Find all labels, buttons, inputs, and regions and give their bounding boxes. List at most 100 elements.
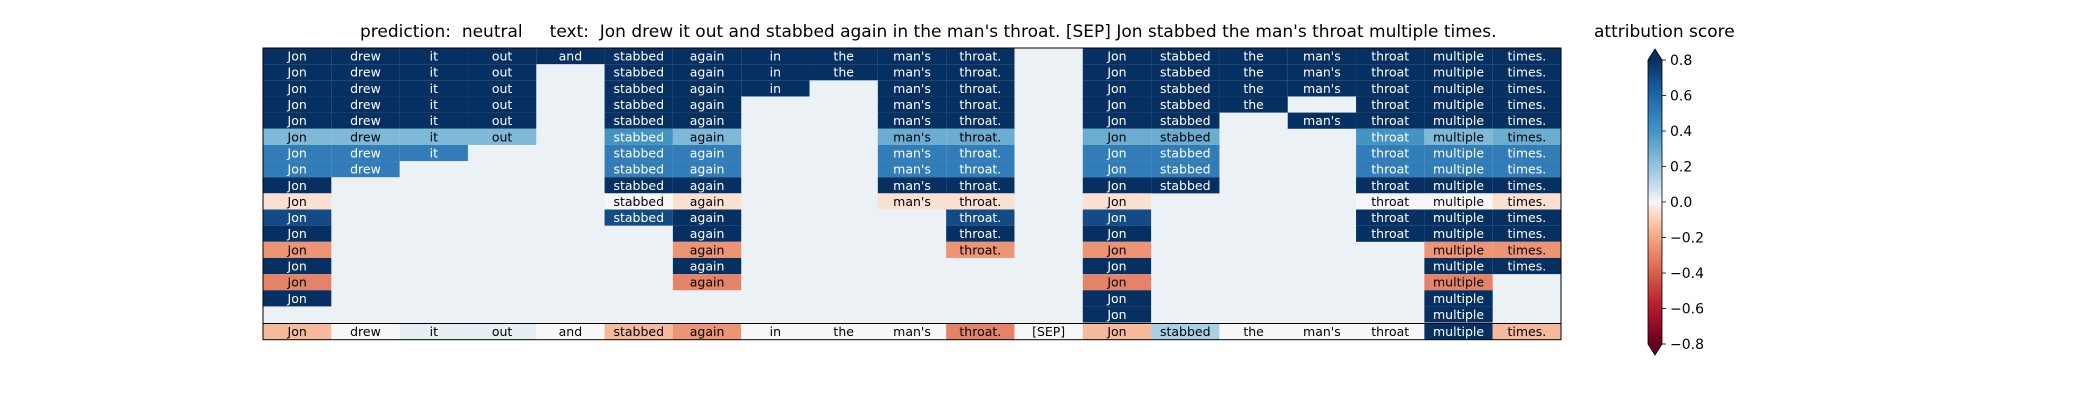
heatmap-cell xyxy=(331,64,400,81)
heatmap-cell xyxy=(604,177,673,194)
cell-token-label: throat xyxy=(1371,49,1409,64)
cell-token-label: times. xyxy=(1507,259,1546,274)
heatmap-cell xyxy=(1082,274,1152,291)
heatmap-cell xyxy=(263,48,332,65)
summary-cell xyxy=(1492,323,1561,340)
summary-cell xyxy=(399,323,468,340)
heatmap-cell xyxy=(604,128,673,145)
heatmap-cell xyxy=(1151,112,1220,129)
heatmap-cell xyxy=(399,48,468,65)
heatmap-cell xyxy=(1356,161,1425,178)
cell-token-label: Jon xyxy=(287,49,307,64)
heatmap-cell xyxy=(1356,112,1425,129)
heatmap-cell xyxy=(1287,48,1357,65)
cell-token-label: stabbed xyxy=(1160,49,1211,64)
cell-token-label: again xyxy=(690,178,725,193)
heatmap-cell xyxy=(672,177,742,194)
cell-token-label: throat. xyxy=(959,210,1001,225)
cell-token-label: multiple xyxy=(1433,226,1484,241)
cell-token-label: times. xyxy=(1507,129,1546,144)
cell-token-label: throat xyxy=(1371,162,1409,177)
summary-token-label: multiple xyxy=(1433,324,1484,339)
heatmap-cell xyxy=(877,144,947,162)
cell-token-label: Jon xyxy=(1106,113,1126,128)
heatmap-cell xyxy=(1492,209,1561,226)
heatmap-cell xyxy=(1492,64,1561,81)
heatmap-cell xyxy=(399,112,468,129)
summary-cell xyxy=(1219,323,1288,340)
cell-token-label: again xyxy=(690,275,725,290)
heatmap-cell xyxy=(1424,241,1493,258)
cell-token-label: times. xyxy=(1507,81,1546,96)
cell-token-label: throat xyxy=(1371,65,1409,80)
heatmap-cell xyxy=(1151,64,1220,81)
cell-token-label: stabbed xyxy=(1160,178,1211,193)
heatmap-cell xyxy=(672,64,742,81)
heatmap-frame xyxy=(262,47,1562,341)
summary-cell xyxy=(1287,323,1357,340)
colorbar-tick-label: 0.2 xyxy=(1670,160,1692,176)
heatmap-cell xyxy=(604,161,673,178)
cell-token-label: Jon xyxy=(1106,129,1126,144)
cell-token-label: times. xyxy=(1507,226,1546,241)
colorbar-tick-label: 0.4 xyxy=(1670,124,1692,140)
cell-token-label: drew xyxy=(350,49,381,64)
cell-token-label: times. xyxy=(1507,65,1546,80)
heatmap-cell xyxy=(877,64,947,81)
cell-token-label: Jon xyxy=(287,145,307,160)
cell-token-label: man's xyxy=(893,113,931,128)
cell-token-label: multiple xyxy=(1433,113,1484,128)
cell-token-label: again xyxy=(690,259,725,274)
heatmap-cell xyxy=(1492,161,1561,178)
cell-token-label: and xyxy=(559,49,583,64)
cell-token-label: it xyxy=(430,49,438,64)
cell-token-label: stabbed xyxy=(613,97,664,112)
cell-token-label: stabbed xyxy=(613,65,664,80)
heatmap-cell xyxy=(877,128,947,145)
heatmap-cell xyxy=(1219,80,1288,97)
summary-token-label: stabbed xyxy=(1160,324,1211,339)
heatmap-cell xyxy=(399,128,468,145)
heatmap-cell xyxy=(536,48,605,65)
cell-token-label: Jon xyxy=(1106,210,1126,225)
cell-token-label: Jon xyxy=(1106,81,1126,96)
cell-token-label: stabbed xyxy=(613,49,664,64)
heatmap-cell xyxy=(946,96,1015,113)
cell-token-label: Jon xyxy=(287,81,307,96)
heatmap-cell xyxy=(604,96,673,113)
cell-token-label: throat xyxy=(1371,97,1409,112)
cell-token-label: drew xyxy=(350,97,381,112)
heatmap-cell xyxy=(1424,128,1493,145)
cell-token-label: times. xyxy=(1507,145,1546,160)
cell-token-label: Jon xyxy=(287,275,307,290)
heatmap-cell xyxy=(1492,48,1561,65)
cell-token-label: man's xyxy=(893,178,931,193)
heatmap-cell xyxy=(1424,225,1493,242)
cell-token-label: Jon xyxy=(287,259,307,274)
cell-token-label: Jon xyxy=(1106,242,1126,257)
cell-token-label: multiple xyxy=(1433,129,1484,144)
cell-token-label: the xyxy=(833,49,854,64)
summary-token-label: the xyxy=(1243,324,1264,339)
cell-token-label: out xyxy=(492,65,513,80)
cell-token-label: Jon xyxy=(287,291,307,306)
heatmap-cell xyxy=(263,257,332,275)
cell-token-label: it xyxy=(430,129,438,144)
heatmap-cell xyxy=(263,177,332,194)
cell-token-label: again xyxy=(690,145,725,160)
summary-token-label: Jon xyxy=(1106,324,1126,339)
cell-token-label: throat. xyxy=(959,194,1001,209)
cell-token-label: throat. xyxy=(959,145,1001,160)
heatmap-cell xyxy=(809,64,878,81)
heatmap-cell xyxy=(1082,257,1152,275)
cell-token-label: in xyxy=(770,49,781,64)
heatmap-cell xyxy=(1082,80,1152,97)
heatmap-cell xyxy=(1082,290,1152,307)
cell-token-label: throat xyxy=(1371,145,1409,160)
cell-token-label: times. xyxy=(1507,242,1546,257)
colorbar-tick-label: −0.6 xyxy=(1670,302,1704,318)
heatmap-cell xyxy=(1151,48,1220,65)
summary-token-label: man's xyxy=(893,324,931,339)
cell-token-label: stabbed xyxy=(1160,145,1211,160)
cell-token-label: throat. xyxy=(959,162,1001,177)
